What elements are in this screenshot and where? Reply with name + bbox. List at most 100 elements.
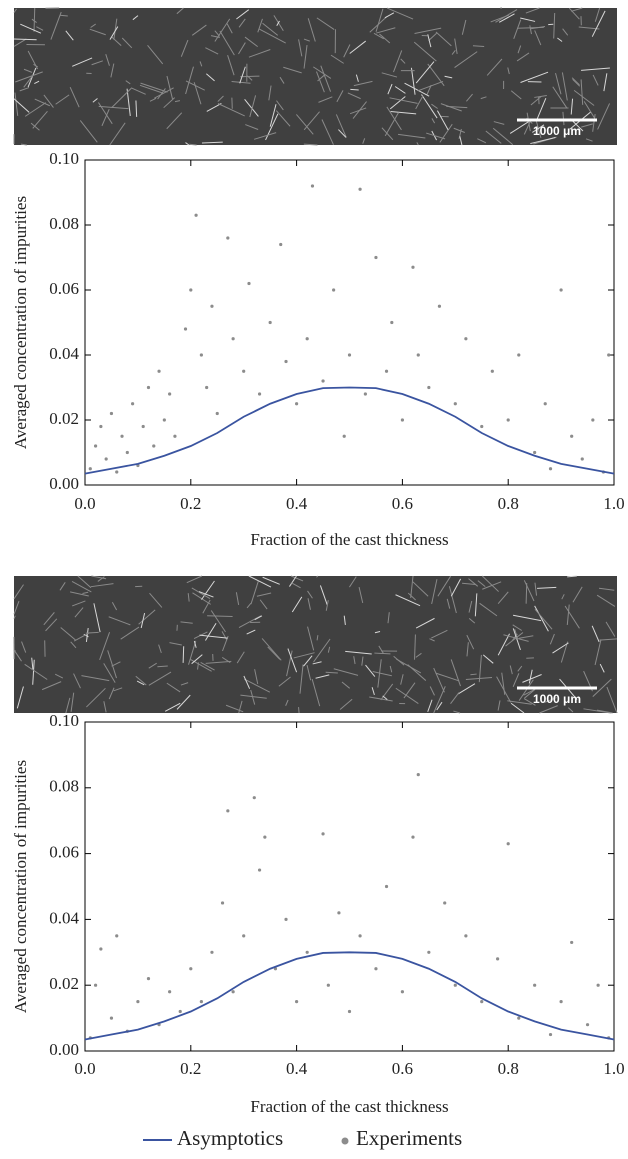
x-tick-label: 0.8 [498, 494, 519, 513]
x-tick-label: 0.2 [180, 494, 201, 513]
y-tick-label: 0.08 [49, 777, 79, 796]
data-point [194, 214, 197, 217]
data-point [269, 321, 272, 324]
y-tick-label: 0.02 [49, 409, 79, 428]
data-point [480, 425, 483, 428]
data-point [242, 370, 245, 373]
data-point [337, 911, 340, 914]
data-point [496, 957, 499, 960]
data-point [411, 266, 414, 269]
micro-streak [189, 144, 196, 145]
data-point [549, 467, 552, 470]
data-point [142, 425, 145, 428]
plot-frame [85, 160, 614, 485]
data-point [99, 425, 102, 428]
data-point [401, 990, 404, 993]
data-point [105, 457, 108, 460]
y-tick-label: 0.00 [49, 474, 79, 493]
data-point [581, 457, 584, 460]
data-point [179, 1010, 182, 1013]
data-point [417, 773, 420, 776]
x-axis-label: Fraction of the cast thickness [250, 1097, 448, 1116]
data-point [295, 1000, 298, 1003]
y-tick-label: 0.06 [49, 843, 79, 862]
x-tick-label: 0.4 [286, 494, 308, 513]
data-point [210, 951, 213, 954]
data-point [110, 412, 113, 415]
data-point [364, 392, 367, 395]
data-point [152, 444, 155, 447]
legend-label: Experiments [356, 1126, 462, 1150]
x-tick-label: 0.8 [498, 1059, 519, 1078]
data-point [464, 337, 467, 340]
data-point [491, 370, 494, 373]
y-tick-label: 0.04 [49, 908, 79, 927]
data-point [120, 435, 123, 438]
micro-streak [350, 89, 358, 90]
data-point [232, 990, 235, 993]
data-point [570, 941, 573, 944]
legend-label: Asymptotics [177, 1126, 283, 1150]
data-point [136, 1000, 139, 1003]
data-point [94, 984, 97, 987]
data-point [464, 934, 467, 937]
y-tick-label: 0.04 [49, 344, 79, 363]
data-point [189, 967, 192, 970]
x-tick-label: 1.0 [603, 494, 624, 513]
data-point [126, 451, 129, 454]
data-point [343, 435, 346, 438]
scale-bar-label: 1000 μm [533, 124, 581, 138]
micro-streak [157, 666, 167, 667]
y-tick-label: 0.08 [49, 214, 79, 233]
data-point [358, 188, 361, 191]
data-point [348, 1010, 351, 1013]
data-point [443, 901, 446, 904]
data-point [163, 418, 166, 421]
data-point [586, 1023, 589, 1026]
data-point [544, 402, 547, 405]
data-point [168, 392, 171, 395]
y-tick-label: 0.06 [49, 279, 79, 298]
data-point [454, 402, 457, 405]
data-point [247, 282, 250, 285]
data-point [200, 353, 203, 356]
x-tick-label: 0.4 [286, 1059, 308, 1078]
data-point [284, 360, 287, 363]
data-point [147, 977, 150, 980]
data-point [507, 842, 510, 845]
data-point [517, 1017, 520, 1020]
data-point [147, 386, 150, 389]
data-point [327, 984, 330, 987]
scale-bar-label: 1000 μm [533, 692, 581, 706]
y-tick-label: 0.00 [49, 1040, 79, 1059]
data-point [284, 918, 287, 921]
data-point [549, 1033, 552, 1036]
data-point [517, 353, 520, 356]
y-tick-label: 0.10 [49, 711, 79, 730]
x-axis-label: Fraction of the cast thickness [250, 530, 448, 549]
data-point [210, 305, 213, 308]
data-point [358, 934, 361, 937]
data-point [253, 796, 256, 799]
data-point [390, 321, 393, 324]
legend-dot [342, 1138, 349, 1145]
data-point [427, 386, 430, 389]
plot-frame [85, 722, 614, 1051]
data-point [157, 370, 160, 373]
y-tick-label: 0.10 [49, 149, 79, 168]
data-point [454, 984, 457, 987]
data-point [401, 418, 404, 421]
micro-streak [136, 100, 137, 116]
data-point [306, 337, 309, 340]
data-point [242, 934, 245, 937]
data-point [221, 901, 224, 904]
data-point [480, 1000, 483, 1003]
data-point [110, 1017, 113, 1020]
data-point [591, 418, 594, 421]
data-point [385, 370, 388, 373]
data-point [168, 990, 171, 993]
data-point [311, 184, 314, 187]
y-axis-label: Averaged concentration of impurities [11, 196, 30, 449]
data-point [411, 836, 414, 839]
